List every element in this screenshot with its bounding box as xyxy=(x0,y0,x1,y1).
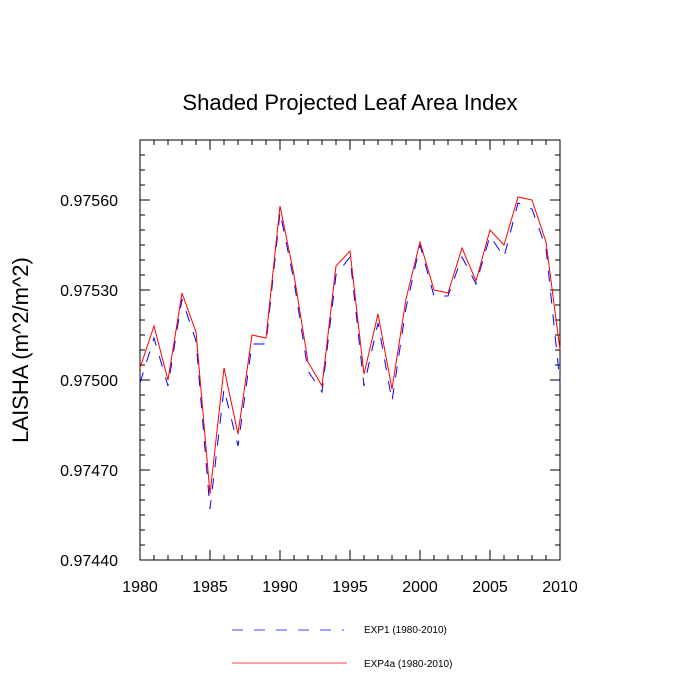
plot-frame xyxy=(139,139,561,561)
x-tick-label: 2000 xyxy=(402,579,438,596)
axis-ticks xyxy=(139,139,561,561)
series-line-exp1 xyxy=(139,202,561,510)
y-tick-label: 0.97560 xyxy=(60,193,118,210)
x-tick-label: 1995 xyxy=(332,579,368,596)
x-tick-label: 1980 xyxy=(122,579,158,596)
y-tick-label: 0.97500 xyxy=(60,373,118,390)
x-tick-label: 2005 xyxy=(472,579,508,596)
tick-labels: 1980 1985 1990 1995 2000 2005 2010 0.97440 0.974… xyxy=(60,193,578,596)
legend-label-exp4a: EXP4a (1980-2010) xyxy=(364,659,452,670)
y-tick-label: 0.97470 xyxy=(60,463,118,480)
chart-title: Shaded Projected Leaf Area Index xyxy=(182,90,517,115)
legend-label-exp1: EXP1 (1980-2010) xyxy=(364,625,447,636)
legend: EXP1 (1980-2010) EXP4a (1980-2010) xyxy=(232,625,452,670)
x-tick-label: 1990 xyxy=(262,579,298,596)
data-series xyxy=(139,196,561,510)
y-axis-label: LAISHA (m^2/m^2) xyxy=(8,257,33,443)
y-tick-label: 0.97530 xyxy=(60,283,118,300)
series-line-exp4a xyxy=(139,196,561,495)
y-tick-label: 0.97440 xyxy=(60,553,118,570)
x-tick-label: 1985 xyxy=(192,579,228,596)
x-tick-label: 2010 xyxy=(542,579,578,596)
